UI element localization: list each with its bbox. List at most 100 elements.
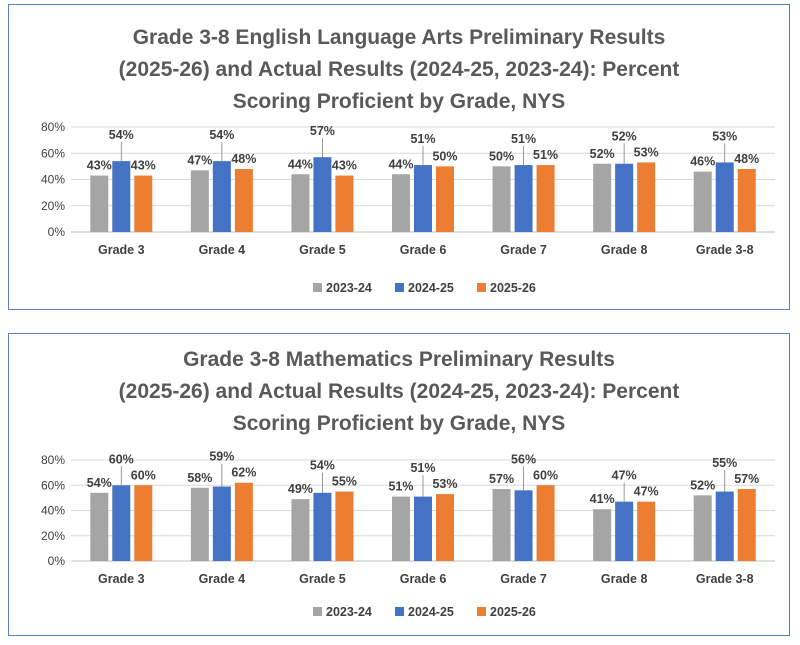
ela-data-label: 46% bbox=[690, 155, 715, 169]
ela-data-label: 43% bbox=[332, 159, 357, 173]
math-y-tick-label: 0% bbox=[48, 554, 66, 568]
ela-bar-2025-26 bbox=[134, 175, 153, 232]
math-bar-2025-26 bbox=[234, 482, 253, 561]
math-data-label: 55% bbox=[332, 475, 357, 489]
math-bar-2023-24 bbox=[190, 487, 209, 561]
ela-legend-label: 2024-25 bbox=[408, 281, 454, 295]
ela-legend-label: 2025-26 bbox=[490, 281, 536, 295]
math-data-label: 60% bbox=[131, 468, 156, 482]
math-bar-2025-26 bbox=[134, 485, 153, 561]
ela-data-label: 57% bbox=[310, 124, 335, 138]
ela-category-label: Grade 4 bbox=[199, 243, 246, 257]
ela-bar-2023-24 bbox=[190, 170, 209, 232]
ela-y-tick-label: 60% bbox=[41, 146, 65, 160]
ela-category-label: Grade 7 bbox=[500, 243, 547, 257]
math-y-tick-label: 40% bbox=[41, 504, 65, 518]
ela-y-tick-label: 0% bbox=[48, 225, 66, 239]
ela-bar-2024-25 bbox=[112, 161, 131, 232]
math-bar-chart: 0% 20% 40% 60% 80% 54% 60% 60% Grade 3 58% 59% 62% G… bbox=[41, 450, 775, 619]
math-data-label: 54% bbox=[310, 459, 335, 473]
ela-bar-2023-24 bbox=[693, 171, 712, 232]
math-category-label: Grade 8 bbox=[601, 572, 648, 586]
ela-bar-2025-26 bbox=[536, 165, 555, 232]
math-bar-2023-24 bbox=[90, 492, 109, 561]
math-data-label: 49% bbox=[288, 482, 313, 496]
ela-bar-2024-25 bbox=[615, 163, 634, 232]
ela-category-label: Grade 5 bbox=[299, 243, 346, 257]
ela-title-line-2: (2025-26) and Actual Results (2024-25, 2… bbox=[118, 58, 680, 81]
math-bar-2023-24 bbox=[693, 495, 712, 561]
math-title-line-2: (2025-26) and Actual Results (2024-25, 2… bbox=[118, 380, 680, 403]
ela-category-label: Grade 6 bbox=[400, 243, 447, 257]
ela-data-label: 48% bbox=[231, 152, 256, 166]
math-bar-2023-24 bbox=[593, 509, 612, 561]
math-data-label: 62% bbox=[231, 466, 256, 480]
ela-data-label: 47% bbox=[187, 153, 212, 167]
math-bar-2025-26 bbox=[436, 494, 454, 561]
math-data-label: 58% bbox=[187, 471, 212, 485]
math-legend-label: 2025-26 bbox=[490, 605, 536, 619]
ela-data-label: 51% bbox=[533, 148, 558, 162]
math-chart-title: Grade 3-8 Mathematics Preliminary Result… bbox=[9, 344, 789, 440]
ela-data-label: 44% bbox=[388, 157, 413, 171]
math-bar-2024-25 bbox=[615, 501, 634, 561]
ela-legend-swatch bbox=[395, 283, 404, 292]
math-legend-swatch bbox=[313, 607, 322, 616]
math-category-label: Grade 3-8 bbox=[696, 572, 754, 586]
math-bar-2025-26 bbox=[737, 489, 756, 561]
math-data-label: 54% bbox=[87, 476, 112, 490]
math-data-label: 51% bbox=[388, 480, 413, 494]
math-data-label: 56% bbox=[511, 452, 536, 466]
ela-data-label: 53% bbox=[712, 129, 737, 143]
math-bar-2025-26 bbox=[335, 491, 354, 561]
math-data-label: 52% bbox=[690, 478, 715, 492]
ela-data-label: 44% bbox=[288, 157, 313, 171]
math-legend-swatch bbox=[477, 607, 486, 616]
ela-bar-2025-26 bbox=[637, 162, 656, 232]
ela-y-tick-label: 40% bbox=[41, 173, 65, 187]
math-bar-2023-24 bbox=[291, 499, 310, 561]
ela-category-label: Grade 8 bbox=[601, 243, 648, 257]
ela-bar-2024-25 bbox=[414, 165, 432, 232]
ela-bar-2024-25 bbox=[212, 161, 231, 232]
ela-bar-2025-26 bbox=[335, 175, 354, 232]
ela-y-tick-label: 80% bbox=[41, 120, 65, 134]
ela-bar-2024-25 bbox=[715, 162, 734, 232]
ela-data-label: 51% bbox=[410, 132, 435, 146]
math-bar-2023-24 bbox=[492, 489, 511, 561]
ela-data-label: 52% bbox=[590, 147, 615, 161]
ela-legend-swatch bbox=[477, 283, 486, 292]
math-data-label: 57% bbox=[734, 472, 759, 486]
math-chart-panel: Grade 3-8 Mathematics Preliminary Result… bbox=[8, 333, 790, 636]
math-bar-2025-26 bbox=[536, 485, 555, 561]
math-bar-2024-25 bbox=[212, 486, 231, 561]
ela-data-label: 50% bbox=[489, 149, 514, 163]
math-data-label: 53% bbox=[432, 477, 457, 491]
math-data-label: 60% bbox=[533, 468, 558, 482]
math-data-label: 60% bbox=[109, 452, 134, 466]
math-data-label: 57% bbox=[489, 472, 514, 486]
ela-data-label: 54% bbox=[209, 128, 234, 142]
math-category-label: Grade 4 bbox=[199, 572, 246, 586]
math-legend-label: 2023-24 bbox=[326, 605, 372, 619]
math-data-label: 47% bbox=[612, 469, 637, 483]
ela-title-line-3: Scoring Proficient by Grade, NYS bbox=[232, 90, 566, 113]
ela-bar-2024-25 bbox=[313, 157, 332, 232]
ela-data-label: 54% bbox=[109, 128, 134, 142]
ela-bar-chart: 0% 20% 40% 60% 80% 43% 54% 43% Grade 3 47% 54% 48% G… bbox=[41, 120, 775, 295]
ela-data-label: 43% bbox=[131, 159, 156, 173]
math-title-line-1: Grade 3-8 Mathematics Preliminary Result… bbox=[183, 348, 615, 371]
ela-legend-swatch bbox=[313, 283, 322, 292]
math-category-label: Grade 5 bbox=[299, 572, 346, 586]
ela-category-label: Grade 3-8 bbox=[696, 243, 754, 257]
math-category-label: Grade 6 bbox=[400, 572, 447, 586]
ela-bar-2024-25 bbox=[514, 165, 533, 232]
ela-bar-2025-26 bbox=[234, 169, 253, 232]
ela-data-label: 43% bbox=[87, 159, 112, 173]
ela-data-label: 51% bbox=[511, 132, 536, 146]
ela-data-label: 48% bbox=[734, 152, 759, 166]
ela-bar-2023-24 bbox=[90, 175, 109, 232]
ela-bar-2025-26 bbox=[436, 166, 454, 232]
math-data-label: 41% bbox=[590, 492, 615, 506]
math-bar-2024-25 bbox=[414, 496, 432, 561]
